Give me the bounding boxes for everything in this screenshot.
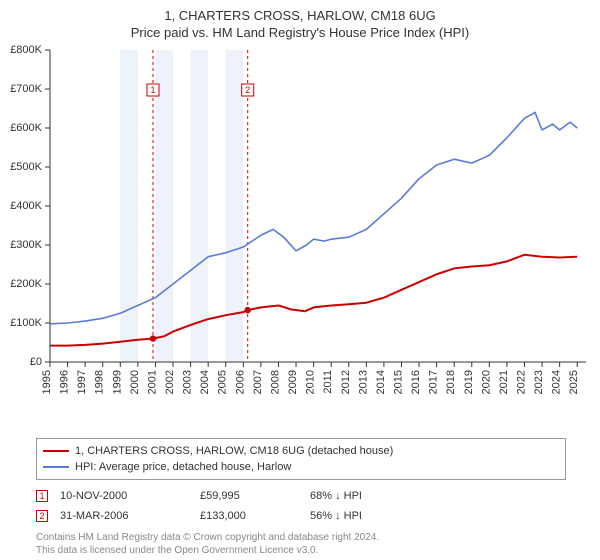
svg-text:2001: 2001 — [146, 370, 158, 394]
attribution: Contains HM Land Registry data © Crown c… — [36, 532, 566, 557]
legend-row-hpi: HPI: Average price, detached house, Harl… — [43, 459, 559, 475]
svg-text:2025: 2025 — [568, 370, 580, 394]
title-subtitle: Price paid vs. HM Land Registry's House … — [0, 25, 600, 40]
svg-text:2012: 2012 — [340, 370, 352, 394]
svg-text:2008: 2008 — [269, 370, 281, 394]
svg-text:£200K: £200K — [10, 278, 42, 290]
svg-text:£600K: £600K — [10, 122, 42, 134]
transaction-date: 31-MAR-2006 — [60, 510, 200, 522]
legend-swatch-property — [43, 450, 69, 452]
svg-text:£0: £0 — [30, 356, 42, 368]
transaction-table: 1 10-NOV-2000 £59,995 68% ↓ HPI 2 31-MAR… — [36, 486, 566, 526]
svg-text:2013: 2013 — [357, 370, 369, 394]
legend-row-property: 1, CHARTERS CROSS, HARLOW, CM18 6UG (det… — [43, 443, 559, 459]
svg-text:2010: 2010 — [305, 370, 317, 394]
svg-text:£800K: £800K — [10, 44, 42, 56]
svg-text:1995: 1995 — [41, 370, 53, 394]
svg-text:2000: 2000 — [129, 370, 141, 394]
svg-text:2023: 2023 — [533, 370, 545, 394]
title-address: 1, CHARTERS CROSS, HARLOW, CM18 6UG — [0, 8, 600, 23]
attribution-line: Contains HM Land Registry data © Crown c… — [36, 532, 566, 545]
svg-text:2020: 2020 — [480, 370, 492, 394]
legend-and-footer: 1, CHARTERS CROSS, HARLOW, CM18 6UG (det… — [36, 438, 566, 557]
svg-text:1997: 1997 — [76, 370, 88, 394]
transaction-relative: 68% ↓ HPI — [310, 490, 430, 502]
svg-text:1996: 1996 — [59, 370, 71, 394]
svg-text:£700K: £700K — [10, 83, 42, 95]
svg-text:2005: 2005 — [217, 370, 229, 394]
svg-text:2006: 2006 — [234, 370, 246, 394]
svg-text:2: 2 — [245, 85, 250, 95]
svg-text:2019: 2019 — [463, 370, 475, 394]
svg-text:£300K: £300K — [10, 239, 42, 251]
chart-area: £0 £100K £200K £300K £400K £500K £600K £700K £80… — [0, 44, 600, 424]
svg-text:2016: 2016 — [410, 370, 422, 394]
legend-swatch-hpi — [43, 466, 69, 468]
svg-text:2003: 2003 — [182, 370, 194, 394]
transaction-row: 1 10-NOV-2000 £59,995 68% ↓ HPI — [36, 486, 566, 506]
svg-text:1999: 1999 — [111, 370, 123, 394]
transaction-price: £59,995 — [200, 490, 310, 502]
legend-label-property: 1, CHARTERS CROSS, HARLOW, CM18 6UG (det… — [75, 445, 393, 457]
svg-text:2002: 2002 — [164, 370, 176, 394]
transaction-date: 10-NOV-2000 — [60, 490, 200, 502]
transaction-marker-icon: 2 — [36, 510, 48, 522]
svg-text:1998: 1998 — [94, 370, 106, 394]
transaction-marker-icon: 1 — [36, 490, 48, 502]
svg-text:2004: 2004 — [199, 370, 211, 394]
chart-container: 1, CHARTERS CROSS, HARLOW, CM18 6UG Pric… — [0, 0, 600, 560]
transaction-price: £133,000 — [200, 510, 310, 522]
svg-text:2014: 2014 — [375, 370, 387, 394]
svg-text:2018: 2018 — [445, 370, 457, 394]
svg-text:2015: 2015 — [392, 370, 404, 394]
transaction-row: 2 31-MAR-2006 £133,000 56% ↓ HPI — [36, 506, 566, 526]
legend-frame: 1, CHARTERS CROSS, HARLOW, CM18 6UG (det… — [36, 438, 566, 480]
chart-svg: £0 £100K £200K £300K £400K £500K £600K £700K £80… — [0, 44, 600, 424]
svg-text:2021: 2021 — [498, 370, 510, 394]
svg-text:£400K: £400K — [10, 200, 42, 212]
svg-text:2009: 2009 — [287, 370, 299, 394]
legend-label-hpi: HPI: Average price, detached house, Harl… — [75, 461, 291, 473]
svg-text:2007: 2007 — [252, 370, 264, 394]
svg-text:2017: 2017 — [428, 370, 440, 394]
svg-text:£100K: £100K — [10, 317, 42, 329]
svg-text:2024: 2024 — [551, 370, 563, 394]
svg-text:2011: 2011 — [322, 370, 334, 394]
title-block: 1, CHARTERS CROSS, HARLOW, CM18 6UG Pric… — [0, 0, 600, 40]
svg-text:£500K: £500K — [10, 161, 42, 173]
attribution-line: This data is licensed under the Open Gov… — [36, 545, 566, 558]
transaction-relative: 56% ↓ HPI — [310, 510, 430, 522]
svg-text:1: 1 — [150, 85, 155, 95]
svg-text:2022: 2022 — [515, 370, 527, 394]
